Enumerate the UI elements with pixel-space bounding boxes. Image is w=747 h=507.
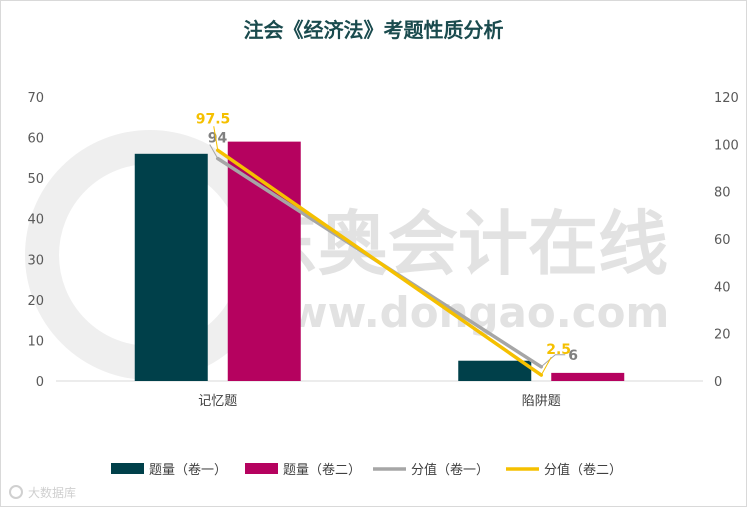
chart-title: 注会《经济法》考题性质分析 — [243, 18, 504, 42]
watermark-brand: 东奥会计在线 — [248, 203, 668, 285]
corner-mark: 大数据库 — [9, 485, 76, 500]
leader-line — [209, 144, 219, 159]
y-left-tick-label: 40 — [27, 213, 44, 228]
y-left-tick-label: 50 — [27, 172, 44, 187]
legend-label: 题量（卷二） — [283, 462, 361, 478]
data-labels: 94 6 97.5 2.5 — [196, 111, 578, 376]
bar-series-2-1 — [227, 141, 301, 381]
y-axis-left: 0 10 20 30 40 50 60 70 — [27, 91, 44, 390]
lines — [216, 148, 543, 377]
bar-series-1-1 — [134, 153, 208, 381]
y-right-tick-label: 120 — [714, 91, 739, 106]
legend-label: 分值（卷二） — [544, 462, 622, 478]
legend-label: 题量（卷一） — [149, 462, 227, 478]
y-right-tick-label: 60 — [714, 233, 731, 248]
corner-logo-icon — [9, 485, 23, 499]
legend-swatch — [245, 463, 278, 474]
line-series-2 — [216, 148, 543, 377]
data-label-line-b-2: 2.5 — [546, 342, 571, 358]
y-right-tick-label: 0 — [714, 375, 722, 390]
y-left-tick-label: 70 — [27, 91, 44, 106]
y-axis-right: 0 20 40 60 80 100 120 — [714, 91, 739, 390]
x-tick-label: 记忆题 — [198, 393, 237, 409]
y-left-tick-label: 10 — [27, 334, 44, 349]
leader-line — [213, 126, 219, 151]
y-left-tick-label: 20 — [27, 294, 44, 309]
y-right-tick-label: 100 — [714, 138, 739, 153]
legend: 题量（卷一） 题量（卷二） 分值（卷一） 分值（卷二） — [111, 462, 622, 478]
legend-swatch — [111, 463, 144, 474]
x-tick-label: 陷阱题 — [522, 394, 561, 409]
bar-series-2-2 — [551, 372, 625, 381]
y-left-tick-label: 0 — [36, 375, 44, 390]
leader-line — [540, 356, 552, 376]
bar-series-1-2 — [458, 360, 532, 381]
data-label-line-a-2: 6 — [568, 348, 578, 364]
y-left-tick-label: 30 — [27, 253, 44, 268]
legend-label: 分值（卷一） — [411, 462, 489, 478]
leader-line — [540, 354, 566, 368]
y-right-tick-label: 80 — [714, 186, 731, 201]
y-left-tick-label: 60 — [27, 132, 44, 147]
y-right-tick-label: 40 — [714, 280, 731, 295]
corner-text: 大数据库 — [28, 485, 76, 500]
x-axis-categories: 记忆题 陷阱题 — [198, 393, 561, 409]
data-label-line-a-1: 94 — [208, 131, 228, 147]
data-label-line-b-1: 97.5 — [196, 111, 231, 127]
y-right-tick-label: 20 — [714, 328, 731, 343]
